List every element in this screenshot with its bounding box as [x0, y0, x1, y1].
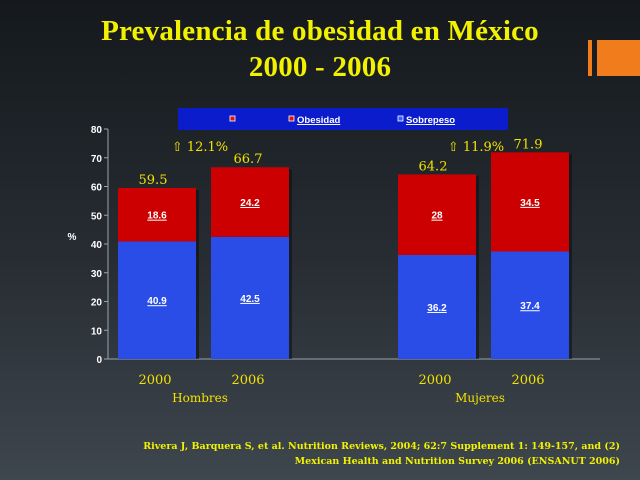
- data-label-sobrepeso: 37.4: [520, 301, 540, 312]
- data-label-obesidad: 34.5: [520, 198, 540, 209]
- citation-line-1: Rivera J, Barquera S, et al. Nutrition R…: [143, 441, 620, 452]
- legend-swatch: [397, 115, 404, 122]
- y-tick-label: 60: [91, 183, 103, 194]
- data-label-total: 71.9: [514, 137, 543, 152]
- data-label-sobrepeso: 40.9: [147, 296, 167, 307]
- legend-label: Sobrepeso: [406, 115, 455, 126]
- data-label-total: 64.2: [419, 159, 448, 174]
- x-tick-label: 2006: [231, 373, 264, 388]
- y-axis-label: %: [68, 232, 77, 243]
- legend-swatch: [229, 115, 236, 122]
- bar-obesidad: [398, 174, 476, 255]
- data-label-sobrepeso: 36.2: [427, 303, 447, 314]
- y-tick-label: 40: [91, 240, 103, 251]
- bar-sobrepeso: [491, 251, 569, 359]
- bar-sobrepeso: [118, 241, 196, 359]
- bar-obesidad: [491, 152, 569, 252]
- slide-title: Prevalencia de obesidad en México: [101, 15, 539, 47]
- data-label-total: 66.7: [234, 152, 263, 167]
- data-label-obesidad: 28: [431, 211, 443, 222]
- legend-box: [178, 108, 508, 130]
- decorative-line: [588, 40, 592, 76]
- bar-sobrepeso: [211, 236, 289, 359]
- bar-obesidad: [118, 187, 196, 242]
- y-tick-label: 20: [91, 298, 103, 309]
- citation-line-2: Mexican Health and Nutrition Survey 2006…: [294, 456, 620, 467]
- x-tick-label: 2000: [138, 373, 171, 388]
- data-label-total: 59.5: [139, 173, 168, 188]
- data-label-sobrepeso: 42.5: [240, 294, 260, 305]
- bar-obesidad: [211, 167, 289, 237]
- decorative-block: [597, 40, 640, 76]
- x-tick-label: 2000: [418, 373, 451, 388]
- slide-subtitle-years: 2000 - 2006: [248, 51, 392, 83]
- y-tick-label: 50: [91, 211, 103, 222]
- bar-sobrepeso: [398, 254, 476, 359]
- y-tick-label: 10: [91, 326, 103, 337]
- x-tick-label: 2006: [511, 373, 544, 388]
- group-label: Mujeres: [455, 391, 505, 405]
- increase-annotation: ⇧ 12.1%: [172, 140, 228, 155]
- y-tick-label: 30: [91, 269, 103, 280]
- data-label-obesidad: 24.2: [240, 198, 260, 209]
- y-tick-label: 0: [96, 355, 102, 366]
- data-label-obesidad: 18.6: [147, 211, 167, 222]
- y-tick-label: 70: [91, 154, 103, 165]
- legend-label: Obesidad: [297, 115, 340, 126]
- legend-swatch: [288, 115, 295, 122]
- y-tick-label: 80: [91, 125, 103, 136]
- increase-annotation: ⇧ 11.9%: [448, 140, 504, 155]
- group-label: Hombres: [172, 391, 228, 405]
